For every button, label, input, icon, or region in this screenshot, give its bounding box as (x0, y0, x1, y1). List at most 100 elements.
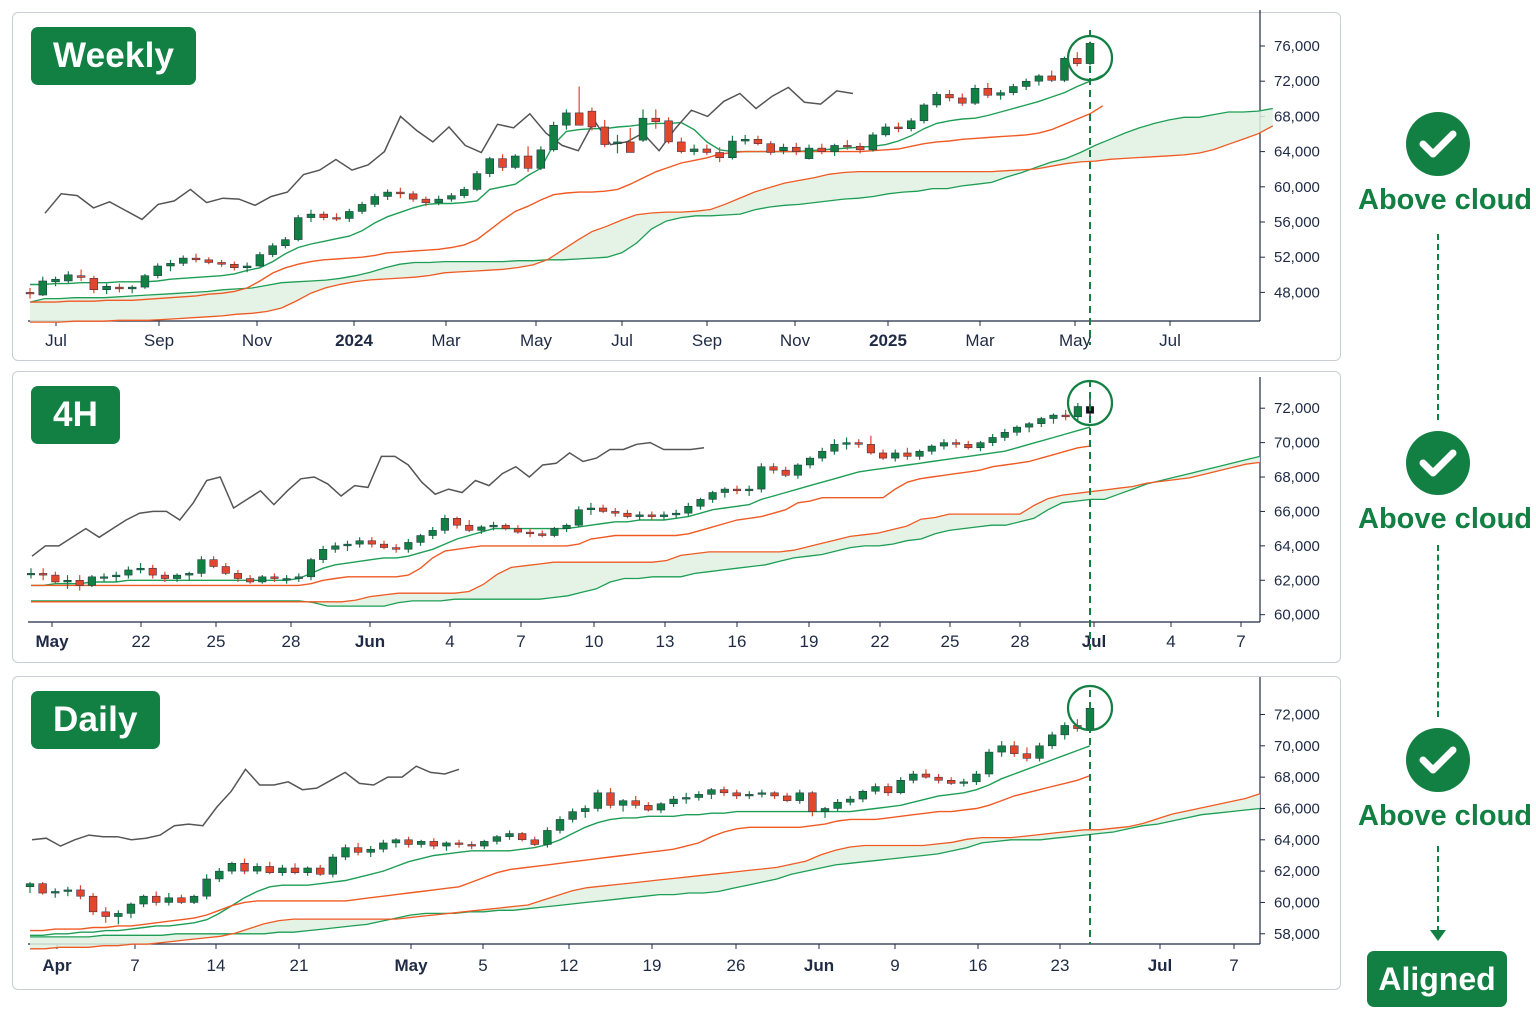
candle-body (769, 466, 778, 471)
candle-body (1060, 725, 1069, 736)
y-tick-label: 52,000 (1274, 249, 1320, 266)
candle-body (1022, 753, 1032, 759)
candle-body (842, 442, 851, 445)
y-tick-label: 64,000 (1274, 832, 1320, 849)
candle-body (173, 574, 182, 579)
candle-body (505, 833, 514, 837)
candle-body (792, 146, 801, 152)
candle-body (689, 148, 699, 152)
candle-body (480, 841, 489, 847)
chart-1: 72,000 70,000 68,000 66,000 64,000 62,000 60,0… (26, 377, 1320, 651)
cloud-span-a-line (31, 455, 1261, 607)
x-tick-label: 2024 (335, 331, 373, 350)
candle-body (88, 895, 98, 913)
status-weekly-label: Above cloud (1358, 184, 1533, 216)
candle-body (530, 839, 539, 845)
candle-body (367, 540, 376, 545)
y-tick-label: 72,000 (1274, 73, 1320, 90)
candle-body (392, 547, 401, 550)
candle-body (246, 578, 255, 583)
x-tick-label: 22 (132, 632, 151, 651)
candle-body (294, 576, 303, 579)
y-tick-label: 58,000 (1274, 926, 1320, 943)
candle-body (1060, 58, 1069, 81)
candle-body (830, 444, 839, 452)
candle-body (513, 528, 522, 533)
candle-body (881, 126, 890, 136)
candle-body (87, 576, 96, 586)
candle-body (306, 559, 315, 578)
x-tick-label: 25 (207, 632, 226, 651)
candle-body (417, 841, 426, 845)
candle-body (562, 112, 571, 126)
candle-body (555, 819, 565, 831)
candle-body (328, 856, 338, 875)
candle-body (952, 442, 961, 445)
candle-body (152, 895, 161, 903)
candle-body (26, 573, 36, 576)
connector-line (1437, 234, 1439, 420)
candle-body (879, 452, 888, 459)
ichimoku-cloud (31, 456, 1260, 607)
four-hour-timeframe-badge: 4H (31, 386, 121, 444)
candle-body (202, 878, 211, 897)
candle-body (972, 773, 981, 783)
candle-body (115, 286, 124, 290)
x-tick-label: 22 (871, 632, 890, 651)
candle-body (781, 469, 790, 476)
check-icon (1406, 431, 1470, 495)
candle-body (429, 841, 438, 847)
candle-body (586, 507, 595, 510)
candle-body (51, 278, 60, 283)
x-tick-label: 7 (1229, 956, 1238, 975)
candle-body (883, 786, 893, 794)
candle-body (647, 514, 656, 517)
x-tick-label: Jun (355, 632, 385, 651)
candle-body (858, 790, 868, 800)
candle-body (209, 559, 218, 567)
candle-body (1021, 80, 1031, 87)
candle-body (1047, 734, 1057, 747)
candle-body (732, 488, 742, 492)
y-tick-label: 68,000 (1274, 108, 1320, 125)
candle-body (189, 895, 199, 903)
candle-body (843, 145, 852, 148)
candle-body (332, 217, 341, 220)
y-tick-label: 68,000 (1274, 769, 1320, 786)
candle-body (574, 509, 583, 526)
candle-body (599, 507, 608, 512)
y-tick-label: 60,000 (1274, 179, 1320, 196)
candle-body (102, 285, 111, 291)
candle-body (1010, 745, 1019, 754)
status-daily: Above cloud (1358, 728, 1532, 833)
candle-body (906, 120, 916, 129)
candle-body (1034, 75, 1044, 82)
x-tick-label: 28 (1011, 632, 1030, 651)
candle-body (550, 528, 559, 536)
candle-body (114, 913, 123, 917)
candle-body (854, 442, 863, 445)
status-four-hour-label: Above cloud (1358, 503, 1533, 535)
candle-body (868, 134, 878, 151)
y-tick-label: 48,000 (1274, 284, 1320, 301)
candle-body (306, 213, 316, 218)
candle-body (866, 444, 875, 454)
candle-body (740, 139, 750, 142)
candle-body (976, 442, 985, 449)
x-tick-label: Jul (45, 331, 67, 350)
candle-body (932, 94, 941, 106)
x-tick-label: 12 (560, 956, 579, 975)
candle-body (76, 889, 85, 897)
candle-body (779, 146, 788, 151)
y-tick-label: 62,000 (1274, 572, 1320, 589)
candle-body (745, 794, 754, 797)
candle-body (677, 141, 686, 152)
y-tick-label: 62,000 (1274, 863, 1320, 880)
candle-body (191, 257, 201, 261)
candle-body (126, 903, 136, 914)
status-weekly: Above cloud (1358, 112, 1533, 217)
candle-body (626, 141, 635, 153)
candle-body (270, 576, 279, 579)
lagging-span-line (44, 86, 854, 221)
